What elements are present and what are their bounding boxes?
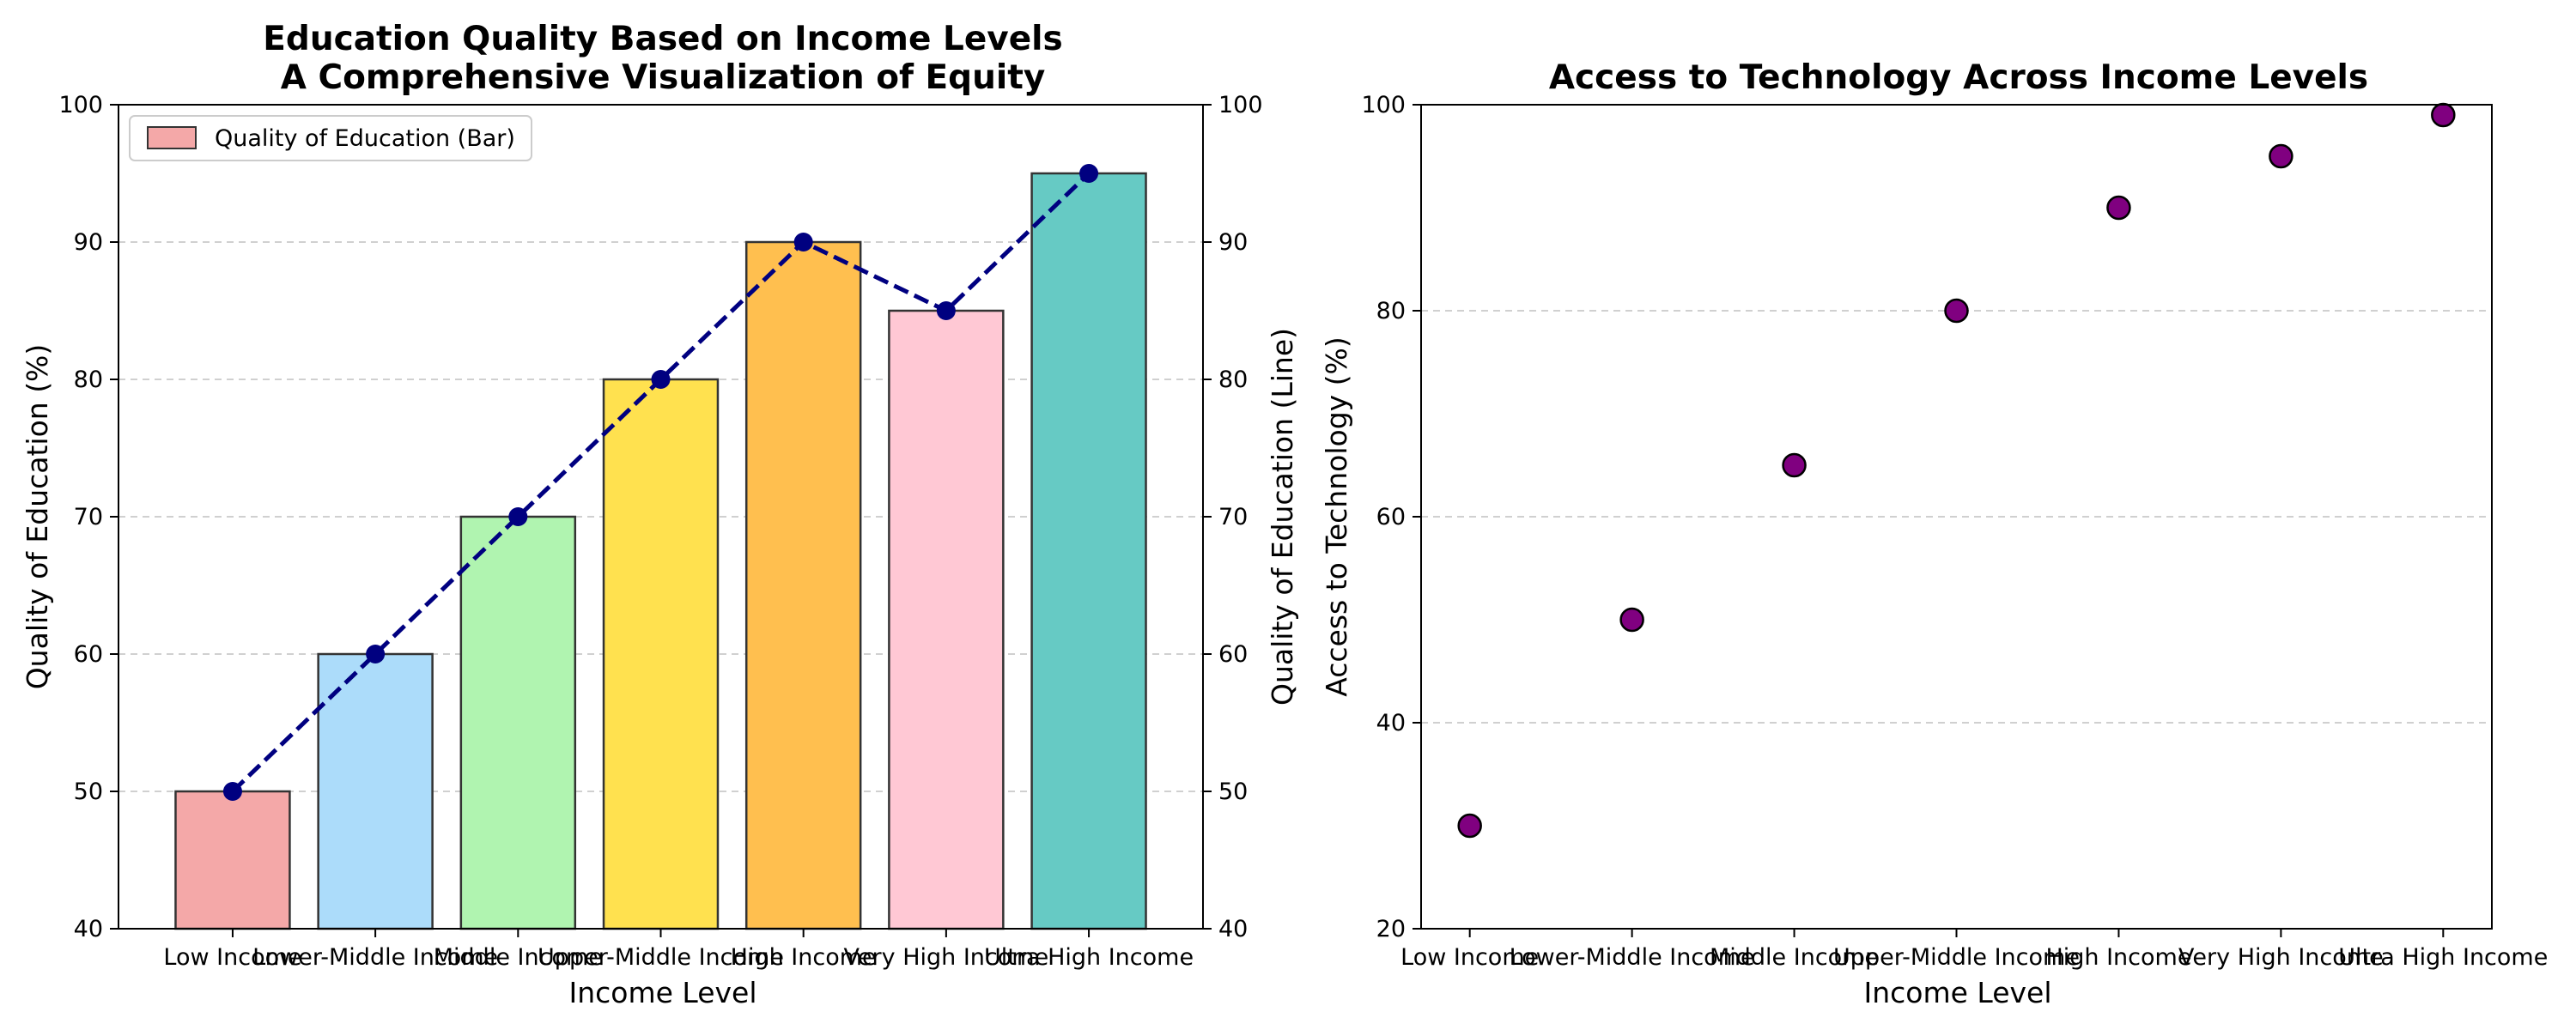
x-tick-label: High Income (731, 944, 877, 971)
bar (317, 652, 434, 930)
x-tick-label: Very High Income (2178, 944, 2384, 971)
y-tick-label: 20 (1376, 916, 1406, 942)
x-tick-label: Middle Income (1710, 944, 1879, 971)
scatter-point (2106, 195, 2131, 221)
y-axis-ticks: 40 50 60 70 80 90 100 (58, 92, 118, 942)
y-right-tick-label: 90 (1218, 229, 1248, 256)
grid-lines (1421, 310, 2492, 724)
y-axis-right-label: Quality of Education (Line) (1266, 328, 1299, 706)
y-right-tick-label: 80 (1218, 367, 1248, 393)
x-tick-label: Upper-Middle Income (1833, 944, 2080, 971)
x-tick-label: Low Income (1400, 944, 1539, 971)
x-tick-label: Lower-Middle Income (1510, 944, 1755, 971)
x-tick-label: Lower-Middle Income (252, 944, 498, 971)
x-tick-label: High Income (2045, 944, 2191, 971)
y-right-tick-label: 70 (1218, 504, 1248, 530)
y-axis-right-ticks: 40 50 60 70 80 90 100 (1203, 92, 1263, 942)
y-tick-label: 60 (74, 641, 103, 668)
x-tick-label: Low Income (163, 944, 301, 971)
x-axis-label: Income Level (1863, 976, 2051, 1009)
x-tick-label: Middle Income (434, 944, 603, 971)
y-tick-label: 40 (74, 916, 103, 942)
y-right-tick-label: 40 (1218, 916, 1248, 942)
chart-title-line-2: A Comprehensive Visualization of Equity (281, 58, 1046, 97)
line-point (651, 370, 671, 389)
scatter-point (1782, 452, 1807, 478)
scatter-point (1944, 298, 1969, 324)
y-tick-label: 90 (74, 229, 103, 256)
chart-title-line-1: Education Quality Based on Income Levels (263, 20, 1062, 58)
x-tick-label: Ultra High Income (2338, 944, 2548, 971)
scatter-point (2269, 143, 2293, 169)
y-tick-label: 80 (74, 367, 103, 393)
line-point (936, 301, 956, 320)
y-tick-label: 60 (1376, 504, 1406, 530)
scatter-point (1457, 813, 1482, 839)
y-tick-label: 100 (1361, 92, 1406, 118)
y-axis-ticks: 20 40 60 80 100 (1361, 92, 1421, 942)
bar (459, 515, 577, 930)
bar (174, 790, 291, 930)
legend-entry: Quality of Education (Bar) (215, 125, 515, 152)
y-tick-label: 70 (74, 504, 103, 530)
y-right-tick-label: 50 (1218, 779, 1248, 805)
education-quality-chart: Education Quality Based on Income Levels… (21, 20, 1299, 1009)
x-tick-label: Very High Income (844, 944, 1049, 971)
legend: Quality of Education (Bar) (129, 115, 532, 161)
bar (744, 240, 862, 930)
bar (1030, 172, 1147, 930)
bar (602, 378, 720, 930)
y-right-tick-label: 100 (1218, 92, 1263, 118)
x-axis-label: Income Level (568, 976, 756, 1009)
scatter-point (1619, 607, 1644, 633)
line-point (222, 782, 242, 801)
y-axis-label: Access to Technology (%) (1320, 336, 1353, 697)
line-point (1079, 164, 1099, 183)
chart-title: Access to Technology Across Income Level… (1549, 58, 2368, 97)
x-tick-label: Ultra High Income (984, 944, 1194, 971)
bar (888, 309, 1005, 930)
y-tick-label: 50 (74, 779, 103, 805)
technology-access-chart: Access to Technology Across Income Level… (1320, 58, 2548, 1009)
y-tick-label: 80 (1376, 298, 1406, 324)
y-axis-label: Quality of Education (%) (21, 344, 54, 690)
line-series (222, 164, 1099, 801)
scatter-series (1457, 102, 2456, 839)
legend-swatch (147, 126, 197, 149)
line-point (366, 645, 386, 663)
y-right-tick-label: 60 (1218, 641, 1248, 668)
line-point (793, 233, 813, 251)
y-tick-label: 100 (58, 92, 103, 118)
scatter-point (2431, 102, 2456, 128)
bar-series (174, 172, 1147, 930)
y-tick-label: 40 (1376, 710, 1406, 736)
x-tick-label: Upper-Middle Income (538, 944, 784, 971)
line-point (508, 507, 528, 526)
legend-box (129, 115, 532, 161)
